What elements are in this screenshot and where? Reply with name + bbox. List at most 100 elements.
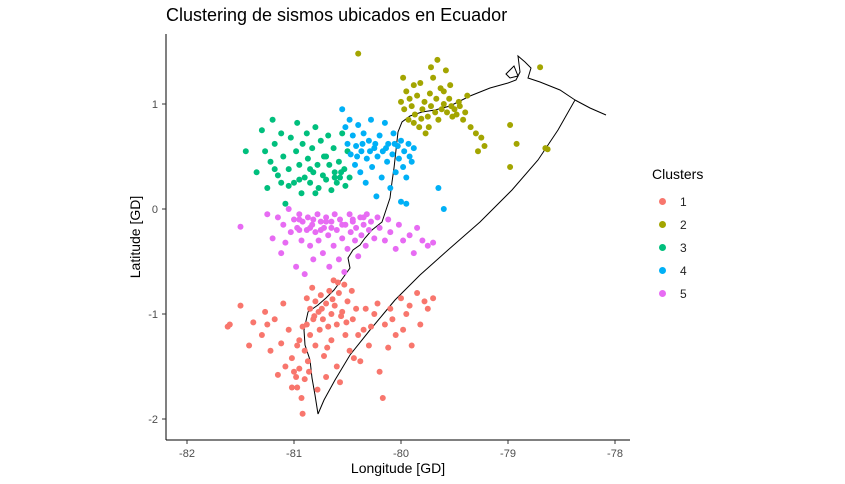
data-point-cluster-5: [296, 216, 303, 223]
data-point-cluster-3: [337, 174, 343, 181]
data-point-cluster-4: [440, 206, 447, 212]
data-point-cluster-5: [287, 229, 294, 236]
data-point-cluster-2: [475, 148, 481, 155]
data-point-cluster-4: [389, 151, 396, 158]
x-axis-label: Longitude [GD]: [351, 460, 445, 476]
data-point-cluster-4: [391, 140, 398, 147]
data-point-cluster-2: [440, 88, 447, 95]
data-point-cluster-5: [385, 216, 392, 223]
data-point-cluster-5: [296, 211, 303, 218]
data-point-cluster-3: [278, 130, 285, 137]
y-tick-label: 0: [152, 204, 158, 216]
data-point-cluster-4: [410, 145, 417, 152]
data-point-cluster-2: [406, 95, 413, 102]
data-point-cluster-5: [278, 250, 285, 257]
data-point-cluster-2: [478, 134, 485, 141]
data-point-cluster-1: [274, 371, 281, 378]
island-outline: [505, 65, 519, 79]
data-point-cluster-5: [304, 214, 311, 221]
data-point-cluster-1: [296, 365, 303, 372]
data-point-cluster-5: [387, 229, 394, 236]
data-point-cluster-3: [339, 130, 346, 137]
data-point-cluster-5: [317, 227, 324, 233]
data-point-cluster-5: [328, 224, 335, 231]
data-point-cluster-3: [278, 179, 285, 186]
data-point-cluster-3: [315, 185, 322, 191]
data-point-cluster-2: [422, 130, 429, 137]
data-point-cluster-2: [417, 80, 424, 86]
legend-label: 1: [680, 194, 687, 209]
legend-label: 5: [680, 286, 687, 301]
data-point-cluster-1: [312, 298, 319, 305]
data-point-cluster-1: [328, 311, 335, 317]
data-point-cluster-3: [323, 176, 330, 183]
data-point-cluster-2: [467, 124, 474, 131]
x-tick-label: -80: [393, 448, 409, 460]
data-point-cluster-1: [326, 287, 333, 294]
data-point-cluster-5: [339, 221, 346, 228]
legend-item-3: 3: [652, 236, 703, 259]
data-point-cluster-5: [368, 218, 374, 225]
data-point-cluster-2: [507, 164, 514, 170]
data-point-cluster-2: [432, 109, 439, 116]
data-point-cluster-1: [398, 295, 404, 302]
data-point-cluster-5: [419, 237, 426, 244]
data-point-cluster-5: [414, 224, 421, 231]
data-point-cluster-4: [339, 106, 346, 113]
y-ticks: -2 -1 0 1: [148, 99, 166, 426]
data-point-cluster-5: [307, 224, 314, 231]
data-point-cluster-2: [430, 74, 437, 81]
data-point-cluster-3: [325, 132, 332, 139]
chart-title: Clustering de sismos ubicados en Ecuador: [166, 5, 508, 25]
data-point-cluster-3: [338, 169, 345, 176]
data-point-cluster-5: [406, 232, 413, 239]
data-point-cluster-2: [462, 109, 469, 116]
data-point-cluster-1: [346, 347, 353, 354]
data-point-cluster-4: [401, 148, 408, 155]
data-point-cluster-2: [447, 82, 454, 89]
data-point-cluster-1: [344, 298, 351, 305]
data-point-cluster-1: [323, 300, 330, 307]
data-point-cluster-5: [371, 235, 378, 242]
data-point-cluster-1: [421, 298, 428, 305]
data-point-cluster-1: [353, 305, 360, 312]
data-point-cluster-2: [544, 146, 551, 153]
data-point-cluster-5: [280, 221, 287, 228]
data-point-cluster-5: [315, 237, 322, 244]
data-point-cluster-1: [301, 376, 308, 383]
y-tick-label: -1: [148, 309, 158, 321]
data-point-cluster-5: [360, 214, 367, 221]
data-point-cluster-3: [271, 140, 278, 147]
data-point-cluster-1: [333, 363, 340, 370]
data-point-cluster-2: [513, 140, 520, 147]
data-point-cluster-3: [331, 174, 338, 181]
data-point-cluster-4: [378, 174, 385, 181]
data-point-cluster-1: [379, 395, 386, 401]
data-point-cluster-5: [333, 227, 340, 233]
data-point-cluster-4: [362, 179, 369, 186]
data-point-cluster-5: [410, 250, 417, 257]
axes: [165, 34, 630, 441]
data-point-cluster-1: [293, 374, 300, 380]
data-point-cluster-3: [269, 116, 276, 123]
data-point-cluster-5: [285, 206, 292, 212]
data-point-cluster-3: [317, 137, 324, 144]
data-point-cluster-5: [335, 256, 342, 263]
data-point-cluster-2: [440, 101, 447, 107]
data-point-cluster-1: [343, 319, 350, 326]
data-point-cluster-1: [385, 344, 392, 351]
data-point-cluster-4: [387, 185, 394, 191]
data-point-cluster-1: [294, 342, 301, 349]
data-point-cluster-1: [334, 279, 341, 286]
data-point-cluster-2: [410, 82, 417, 89]
data-point-cluster-1: [309, 284, 316, 291]
data-point-cluster-4: [406, 153, 413, 160]
data-point-cluster-3: [330, 145, 337, 152]
data-point-cluster-3: [333, 179, 340, 186]
data-point-cluster-1: [314, 386, 321, 393]
data-point-cluster-5: [323, 214, 330, 221]
data-point-cluster-3: [274, 172, 281, 179]
data-point-cluster-2: [537, 64, 544, 71]
data-point-cluster-1: [389, 316, 396, 323]
